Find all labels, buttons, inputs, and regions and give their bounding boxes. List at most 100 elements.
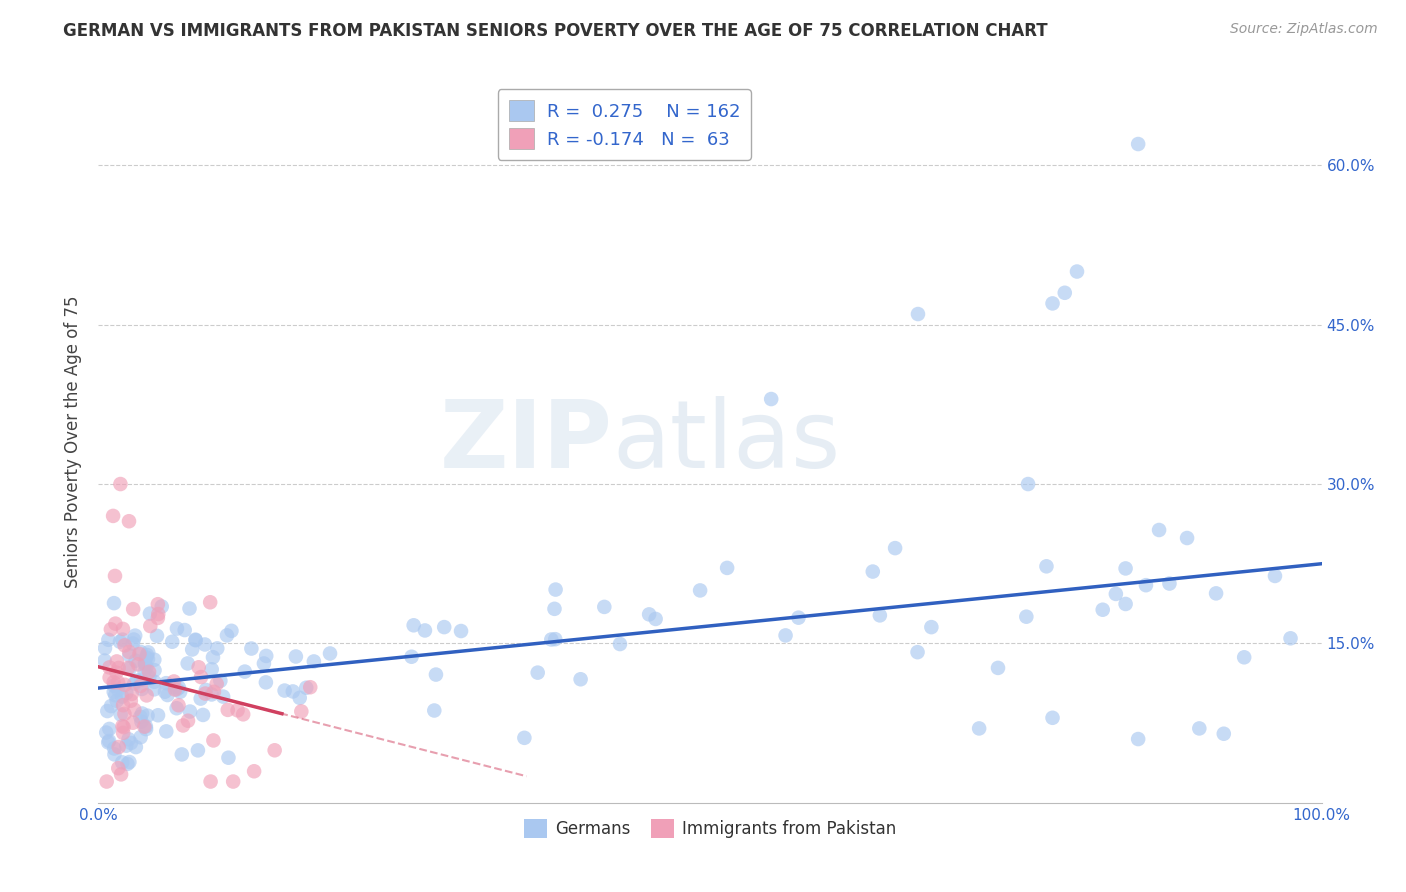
Point [104, 688, 127, 702]
Point [115, 739, 138, 753]
Point [200, 774, 222, 789]
Point [1159, 576, 1181, 591]
Point [111, 690, 134, 704]
Point [689, 583, 711, 598]
Point [160, 634, 183, 648]
Point [115, 686, 138, 700]
Point [167, 681, 190, 695]
Point [1115, 597, 1137, 611]
Point [139, 607, 162, 621]
Point [155, 676, 177, 690]
Point [153, 684, 176, 698]
Point [201, 650, 224, 665]
Point [114, 638, 136, 652]
Point [131, 706, 153, 721]
Point [117, 661, 139, 675]
Point [254, 675, 277, 690]
Point [96, 704, 118, 718]
Point [1035, 559, 1057, 574]
Point [254, 648, 277, 663]
Point [134, 720, 156, 734]
Point [136, 708, 159, 723]
Point [179, 601, 201, 615]
Point [184, 633, 207, 648]
Point [1053, 285, 1076, 300]
Point [124, 629, 146, 643]
Point [233, 665, 256, 679]
Point [402, 618, 425, 632]
Point [194, 638, 217, 652]
Point [97, 632, 120, 647]
Point [240, 641, 263, 656]
Point [112, 698, 135, 713]
Point [103, 675, 125, 690]
Point [94, 641, 117, 656]
Point [98, 734, 121, 748]
Point [136, 648, 159, 662]
Point [1128, 732, 1150, 747]
Point [172, 718, 194, 732]
Point [124, 703, 146, 717]
Point [284, 649, 307, 664]
Point [107, 761, 129, 775]
Point [1115, 561, 1137, 575]
Point [122, 715, 145, 730]
Point [104, 569, 127, 583]
Point [166, 701, 188, 715]
Point [114, 706, 136, 721]
Point [111, 622, 134, 636]
Point [135, 719, 157, 733]
Point [544, 632, 567, 647]
Point [1279, 632, 1302, 646]
Point [1042, 296, 1064, 310]
Point [118, 514, 141, 528]
Point [103, 741, 125, 756]
Point [118, 661, 141, 675]
Point [166, 682, 188, 697]
Point [761, 392, 783, 406]
Point [135, 660, 157, 674]
Point [105, 694, 128, 708]
Text: atlas: atlas [612, 395, 841, 488]
Point [1128, 136, 1150, 151]
Point [299, 680, 322, 694]
Point [134, 657, 156, 671]
Point [138, 670, 160, 684]
Point [263, 743, 285, 757]
Point [295, 681, 318, 695]
Point [111, 632, 134, 647]
Point [544, 582, 567, 597]
Point [1212, 727, 1234, 741]
Point [118, 648, 141, 663]
Point [135, 689, 157, 703]
Point [118, 645, 141, 659]
Point [111, 719, 134, 733]
Point [190, 691, 212, 706]
Point [884, 541, 907, 555]
Point [131, 714, 153, 729]
Point [136, 645, 159, 659]
Point [122, 676, 145, 690]
Point [319, 647, 342, 661]
Point [129, 645, 152, 659]
Point [181, 642, 204, 657]
Point [212, 690, 235, 704]
Point [987, 661, 1010, 675]
Point [143, 663, 166, 677]
Point [120, 736, 142, 750]
Point [869, 608, 891, 623]
Point [638, 607, 661, 622]
Point [135, 722, 157, 736]
Point [907, 645, 929, 659]
Point [101, 508, 124, 523]
Legend: Germans, Immigrants from Pakistan: Germans, Immigrants from Pakistan [517, 813, 903, 845]
Point [138, 665, 160, 679]
Point [129, 673, 152, 687]
Point [105, 665, 128, 680]
Point [221, 624, 243, 638]
Point [187, 660, 209, 674]
Point [129, 731, 152, 745]
Point [176, 657, 198, 671]
Point [1015, 609, 1038, 624]
Point [423, 704, 446, 718]
